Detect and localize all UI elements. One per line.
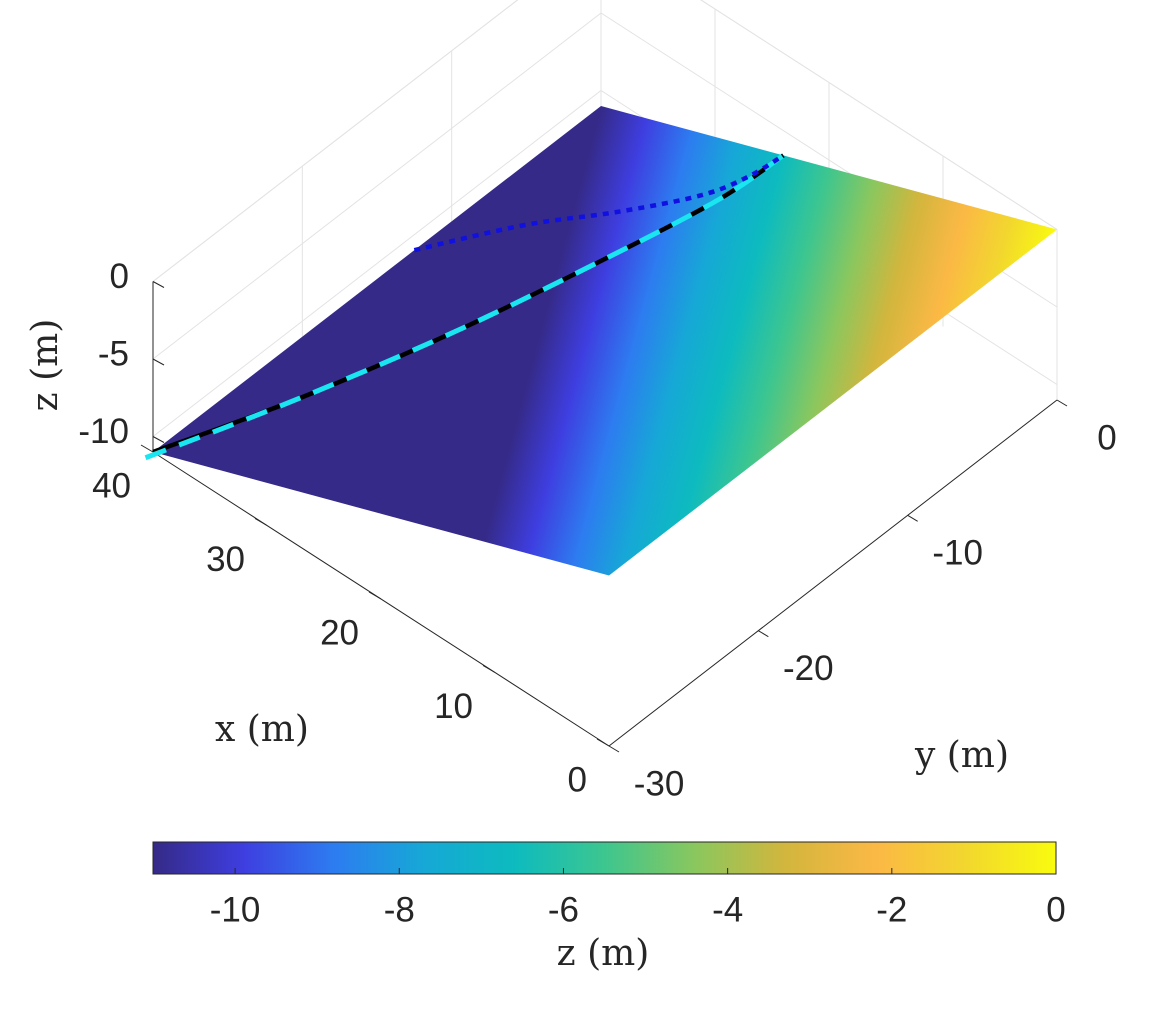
x-tick-label: 40 xyxy=(92,466,131,505)
surface xyxy=(153,106,1057,576)
x-tick-mark xyxy=(482,665,496,673)
surface-plane xyxy=(153,106,1057,576)
z-tick-mark xyxy=(152,436,165,443)
colorbar-tick-label: -10 xyxy=(210,890,261,929)
tick-labels: 0 10 20 30 40 -30 -20 -10 0 -10 -5 0 xyxy=(78,257,1116,804)
y-tick-mark xyxy=(758,630,769,638)
y-tick-mark xyxy=(608,745,620,753)
y-tick-mark xyxy=(907,514,918,522)
colorbar-tick-label: -4 xyxy=(712,890,743,929)
x-tick-label: 10 xyxy=(434,687,473,726)
colorbar-tick-label: 0 xyxy=(1046,890,1065,929)
z-tick-label: -5 xyxy=(98,334,129,373)
y-tick-mark xyxy=(1056,399,1068,407)
y-tick-label: 0 xyxy=(1097,418,1116,457)
z-tick-label: -10 xyxy=(78,412,129,451)
x-tick-label: 0 xyxy=(568,760,587,799)
curves xyxy=(144,153,785,461)
axes xyxy=(140,281,1068,753)
z-axis-label: z (m) xyxy=(25,319,66,412)
colorbar-tick-label: -6 xyxy=(548,890,579,929)
y-axis-label: y (m) xyxy=(914,735,1009,776)
x-axis-label: x (m) xyxy=(215,709,309,750)
curve-dashed-cyan xyxy=(144,153,785,461)
y-tick-label: -10 xyxy=(932,534,983,573)
x-tick-label: 20 xyxy=(320,613,359,652)
box-top-edge xyxy=(152,0,1058,282)
y-tick-label: -20 xyxy=(783,649,834,688)
x-tick-mark xyxy=(596,738,610,747)
z-tick-mark xyxy=(152,281,165,288)
colorbar: -10 -8 -6 -4 -2 0 xyxy=(152,841,1066,929)
y-tick-label: -30 xyxy=(634,764,685,803)
colorbar-label: z (m) xyxy=(557,933,650,974)
curve-dotted-blue xyxy=(413,153,785,253)
colorbar-bar xyxy=(152,841,1057,875)
x-tick-mark xyxy=(140,444,154,453)
x-tick-label: 30 xyxy=(206,540,245,579)
colorbar-tick-label: -2 xyxy=(876,890,907,929)
z-tick-label: 0 xyxy=(110,257,129,296)
y-axis-line xyxy=(608,399,1058,747)
z-tick-mark xyxy=(152,358,165,366)
x-tick-mark xyxy=(254,518,268,526)
colorbar-tick-label: -8 xyxy=(384,890,415,929)
x-tick-mark xyxy=(368,591,382,600)
